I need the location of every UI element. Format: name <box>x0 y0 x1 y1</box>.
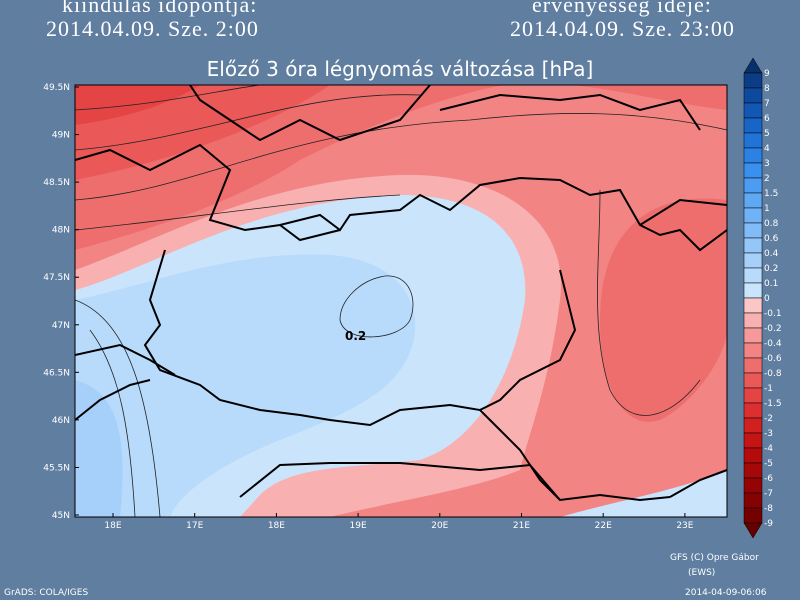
lon-label: 18E <box>268 521 285 531</box>
lat-label: 48N <box>52 226 70 236</box>
colorbar-swatch <box>743 402 763 419</box>
colorbar-label: 7 <box>764 99 770 109</box>
lon-label: 22E <box>595 521 612 531</box>
start-label: kiindulás időpontja: <box>62 0 257 17</box>
colorbar-label: -0.2 <box>764 324 782 334</box>
lon-label: 21E <box>513 521 530 531</box>
colorbar-label: -5 <box>764 459 773 469</box>
colorbar-label: 4 <box>764 144 770 154</box>
lat-label: 45.5N <box>43 463 70 473</box>
colorbar-label: -6 <box>764 474 773 484</box>
colorbar-label: -0.8 <box>764 369 782 379</box>
colorbar-swatch <box>743 447 763 464</box>
colorbar-label: -0.1 <box>764 309 782 319</box>
colorbar-swatch <box>743 207 763 224</box>
colorbar-label: -1 <box>764 384 773 394</box>
colorbar-label: 0.1 <box>764 279 778 289</box>
colorbar-swatch <box>743 492 763 509</box>
colorbar-swatch <box>743 87 763 104</box>
colorbar-swatch <box>743 432 763 449</box>
colorbar-label: 9 <box>764 69 770 79</box>
lon-label: 18E <box>104 521 121 531</box>
lon-label: 20E <box>431 521 448 531</box>
colorbar-swatch <box>743 507 763 524</box>
colorbar-label: -4 <box>764 444 773 454</box>
colorbar-label: -0.6 <box>764 354 782 364</box>
lon-label: 19E <box>350 521 367 531</box>
colorbar-swatch <box>743 237 763 254</box>
colorbar-label: -9 <box>764 519 773 529</box>
colorbar-swatch <box>743 387 763 404</box>
colorbar-label: 2 <box>764 174 770 184</box>
valid-time: 2014.04.09. Sze. 23:00 <box>510 16 735 41</box>
colorbar-swatch <box>743 147 763 164</box>
colorbar-swatch <box>743 132 763 149</box>
colorbar-label: 1 <box>764 204 770 214</box>
colorbar-swatch <box>743 252 763 269</box>
contour-label: 0.2 <box>345 329 366 343</box>
credit: GFS (C) Opre Gábor <box>670 553 759 563</box>
software: GrADS: COLA/IGES <box>4 588 88 598</box>
colorbar-swatch <box>743 417 763 434</box>
colorbar: 9 8 7 6 5 4 3 2 1.5 1 0.8 0.6 0.4 0.2 0.1 0 -0.1 -0.2 -0.4… <box>743 57 782 539</box>
lat-label: 46.5N <box>43 368 70 378</box>
colorbar-swatch <box>743 282 763 299</box>
colorbar-label: 0 <box>764 294 770 304</box>
colorbar-label: 6 <box>764 114 770 124</box>
lat-label: 49N <box>52 131 70 141</box>
colorbar-label: -1.5 <box>764 399 782 409</box>
colorbar-swatch <box>743 327 763 344</box>
colorbar-swatch <box>743 357 763 374</box>
timestamp: 2014-04-09-06:06 <box>685 588 767 598</box>
lon-label: 23E <box>676 521 693 531</box>
source: (EWS) <box>688 568 715 578</box>
colorbar-label: 8 <box>764 84 770 94</box>
map-title: Előző 3 óra légnyomás változása [hPa] <box>207 57 594 81</box>
colorbar-swatch <box>743 342 763 359</box>
colorbar-label: -0.4 <box>764 339 782 349</box>
colorbar-swatch <box>743 192 763 209</box>
colorbar-label: 1.5 <box>764 189 778 199</box>
colorbar-label: 0.4 <box>764 249 779 259</box>
valid-label: érvényesség ideje: <box>532 0 712 17</box>
colorbar-swatch <box>743 462 763 479</box>
colorbar-swatch <box>743 177 763 194</box>
lat-label: 47.5N <box>43 273 70 283</box>
colorbar-label: 5 <box>764 129 770 139</box>
colorbar-arrow <box>743 522 763 539</box>
lat-label: 46N <box>52 416 70 426</box>
map: 0.2 <box>74 84 728 518</box>
colorbar-label: 0.2 <box>764 264 778 274</box>
colorbar-label: -2 <box>764 414 773 424</box>
colorbar-swatch <box>743 312 763 329</box>
colorbar-swatch <box>743 372 763 389</box>
lat-label: 47N <box>52 321 70 331</box>
colorbar-label: 0.6 <box>764 234 779 244</box>
colorbar-swatch <box>743 162 763 179</box>
lat-label: 45N <box>52 511 70 521</box>
colorbar-label: -3 <box>764 429 773 439</box>
lat-label: 48.5N <box>43 178 70 188</box>
colorbar-swatch <box>743 297 763 314</box>
colorbar-label: -8 <box>764 504 773 514</box>
colorbar-label: -7 <box>764 489 773 499</box>
colorbar-swatch <box>743 72 763 89</box>
colorbar-swatch <box>743 267 763 284</box>
colorbar-swatch <box>743 117 763 134</box>
start-time: 2014.04.09. Sze. 2:00 <box>46 16 259 41</box>
colorbar-swatch <box>743 222 763 239</box>
colorbar-arrow <box>743 57 763 74</box>
colorbar-swatch <box>743 477 763 494</box>
colorbar-swatch <box>743 102 763 119</box>
lat-label: 49.5N <box>43 83 70 93</box>
colorbar-label: 0.8 <box>764 219 779 229</box>
colorbar-label: 3 <box>764 159 770 169</box>
lon-label: 17E <box>186 521 203 531</box>
